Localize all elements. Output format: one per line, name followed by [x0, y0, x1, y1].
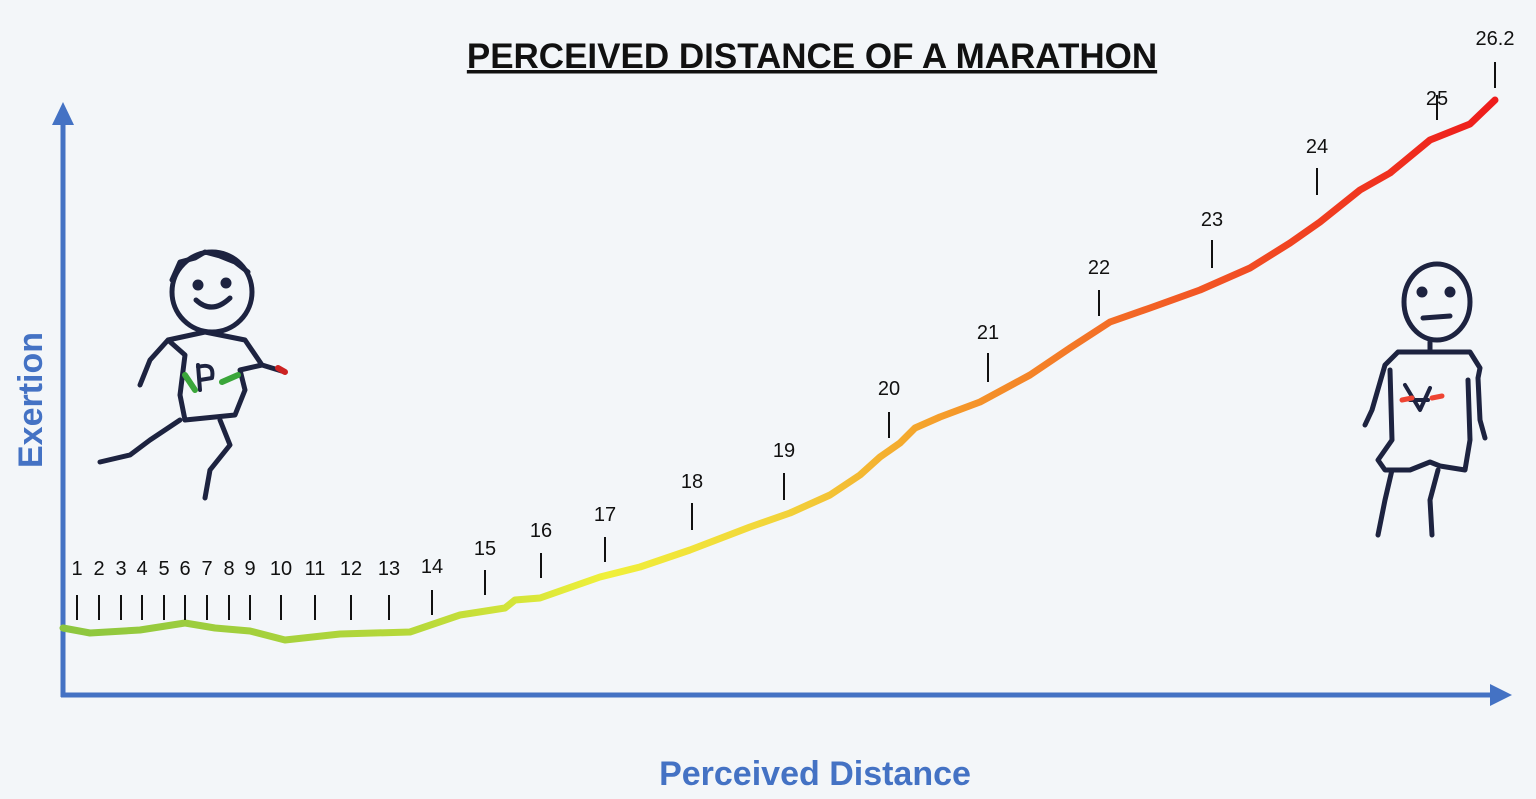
marker-label: 11 — [305, 558, 326, 580]
marker-label: 8 — [223, 558, 234, 580]
tired-runner — [1362, 261, 1488, 538]
axes — [52, 102, 1512, 706]
marker-label: 23 — [1201, 209, 1223, 231]
marker-label: 6 — [179, 558, 190, 580]
marker-label: 4 — [136, 558, 147, 580]
marker-label: 3 — [115, 558, 126, 580]
marker-label: 22 — [1088, 257, 1110, 279]
marker-label: 21 — [977, 322, 999, 344]
marker-label: 16 — [530, 520, 552, 542]
exertion-curve — [59, 96, 1499, 644]
title: PERCEIVED DISTANCE OF A MARATHON — [467, 37, 1157, 76]
marker-label: 18 — [681, 471, 703, 493]
marker-label: 15 — [474, 538, 496, 560]
x-axis-label: Perceived Distance — [659, 755, 971, 793]
y-axis-label: Exertion — [12, 332, 50, 468]
marker-label: 1 — [71, 558, 82, 580]
marker-label: 19 — [773, 440, 795, 462]
marker-label: 25 — [1426, 88, 1448, 110]
marker-label: 9 — [244, 558, 255, 580]
marker-label: 20 — [878, 378, 900, 400]
marker-label: 12 — [340, 558, 362, 580]
marker-label: 7 — [201, 558, 212, 580]
happy-runner — [97, 249, 288, 501]
marker-label: 14 — [421, 556, 443, 578]
marker-label: 26.2 — [1476, 28, 1515, 50]
marker-label: 5 — [158, 558, 169, 580]
marker-label: 24 — [1306, 136, 1328, 158]
marker-label: 17 — [594, 504, 616, 526]
marker-label: 2 — [93, 558, 104, 580]
marker-label: 13 — [378, 558, 400, 580]
marker-label: 10 — [270, 558, 292, 580]
mile-markers: 1 2 3 4 5 6 7 8 9 10 11 12 13 14151617181920212223242… — [71, 28, 1514, 620]
